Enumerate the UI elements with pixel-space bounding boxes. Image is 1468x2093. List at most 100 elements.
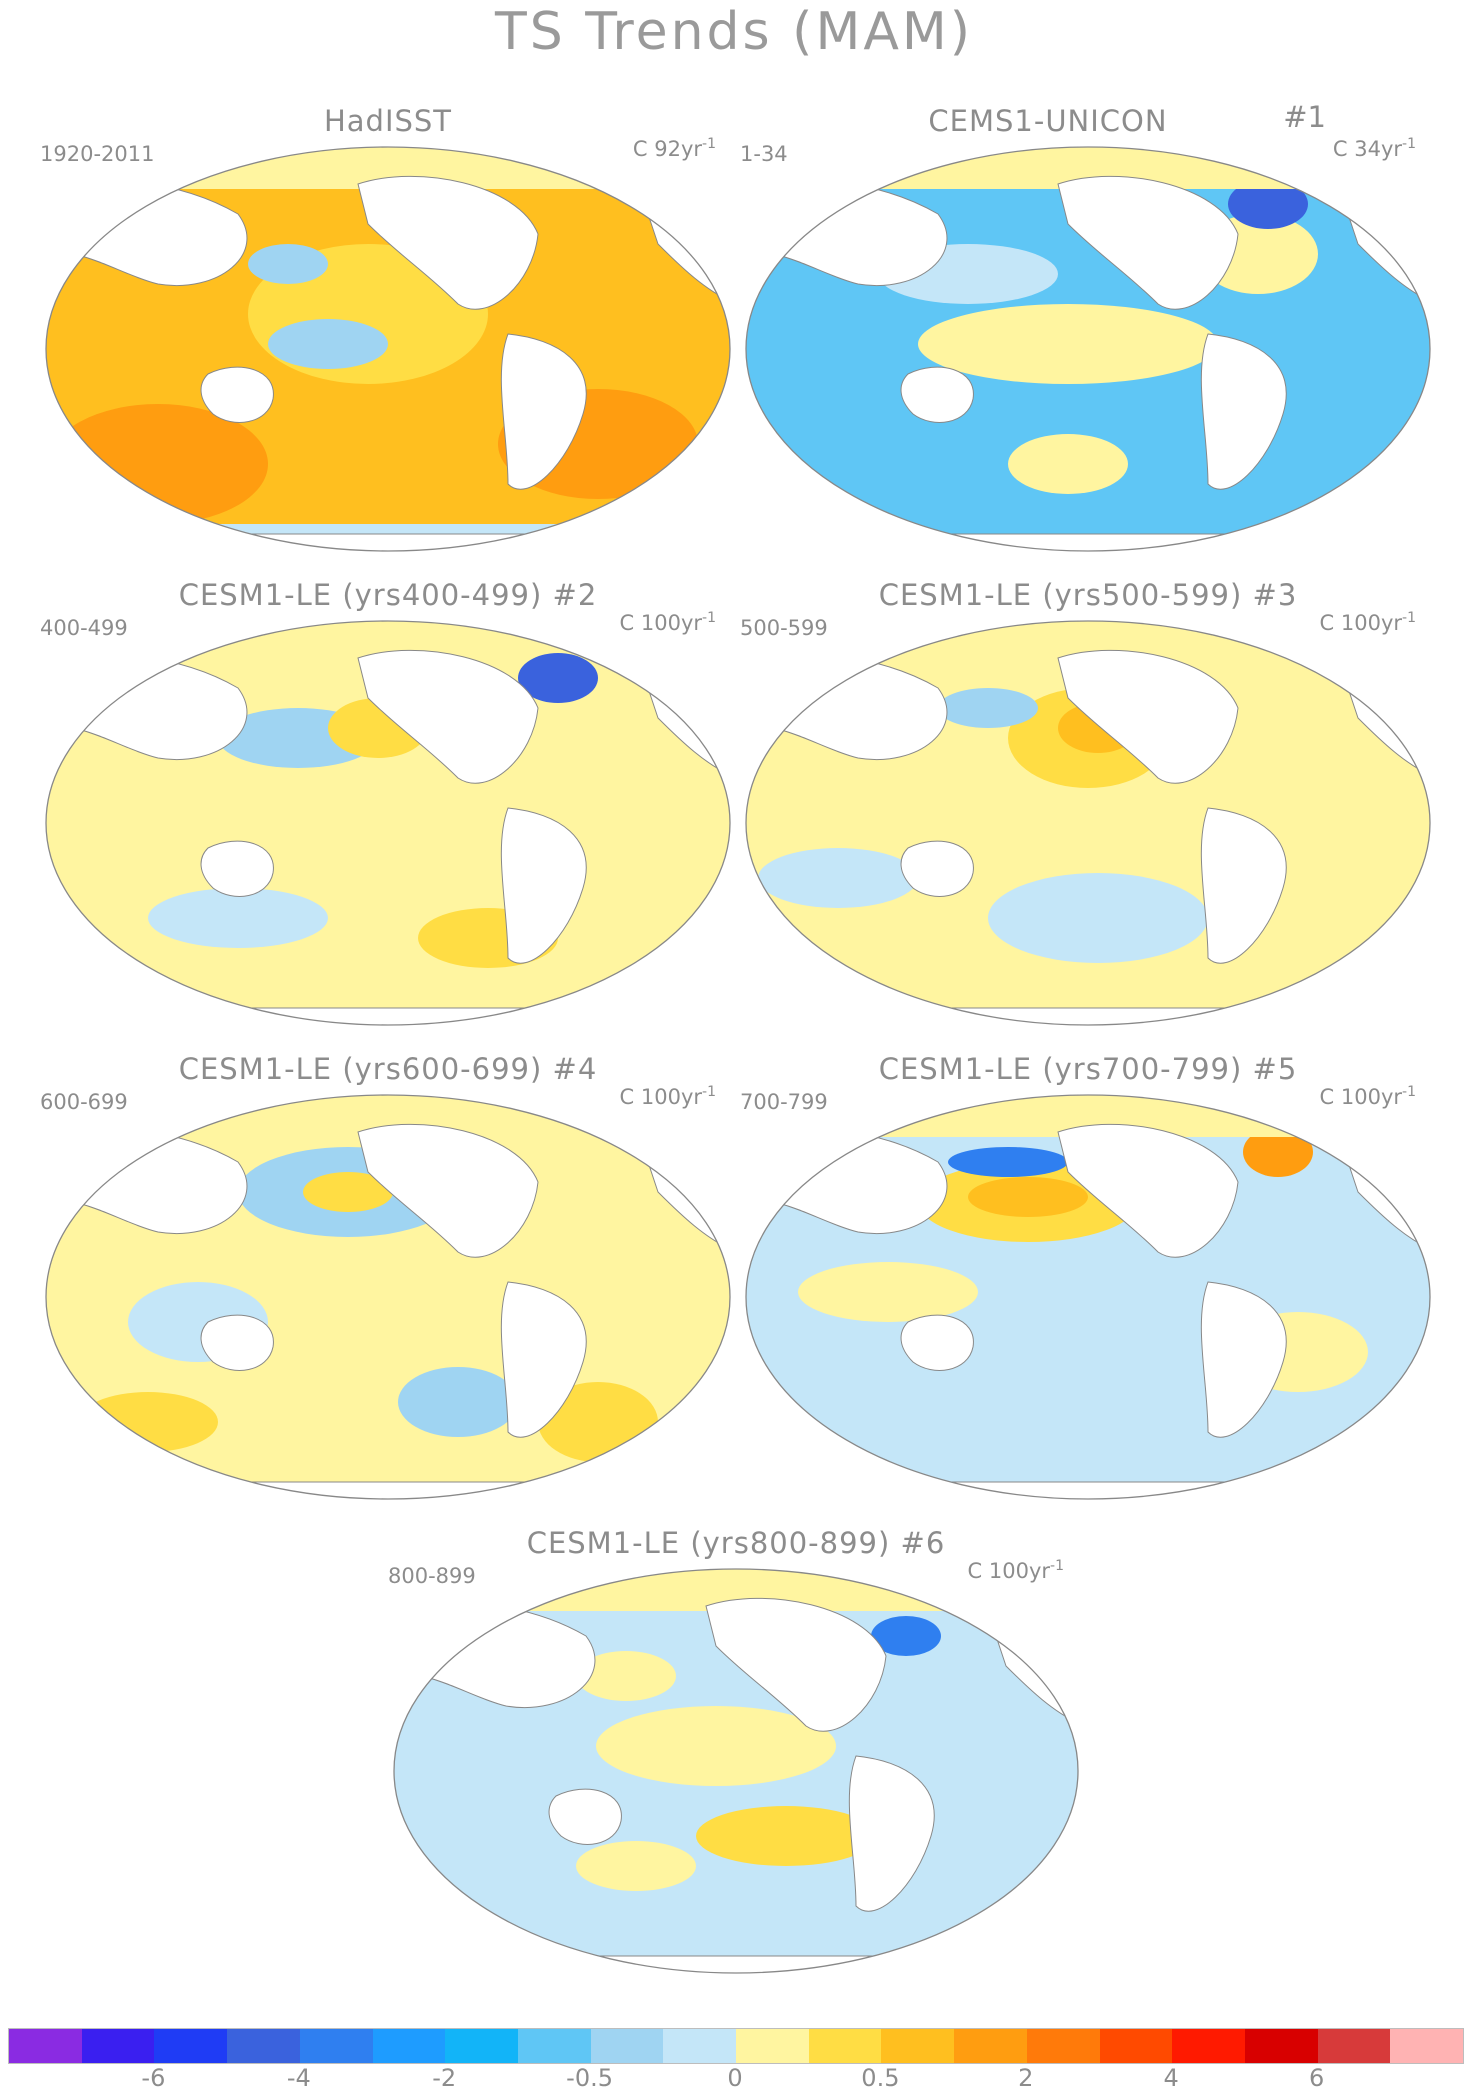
map-panel-cesm1-le-3: CESM1-LE (yrs500-599) #3 500-599 C 100yr… bbox=[738, 578, 1438, 1028]
warming-patch bbox=[1008, 434, 1128, 494]
warming-patch bbox=[576, 1841, 696, 1891]
land-south-america bbox=[1200, 333, 1287, 490]
map-panel-cesm1-le-5: CESM1-LE (yrs700-799) #5 700-799 C 100yr… bbox=[738, 1052, 1438, 1502]
panel-title: CESM1-LE (yrs500-599) #3 bbox=[878, 578, 1298, 612]
land-australia bbox=[200, 366, 274, 423]
panel-title: CESM1-LE (yrs800-899) #6 bbox=[526, 1526, 946, 1560]
warming-patch bbox=[576, 1651, 676, 1701]
warming-patch bbox=[78, 1392, 218, 1452]
panel-period: 1-34 bbox=[740, 142, 788, 166]
cooling-patch bbox=[871, 1616, 941, 1656]
map-boundary bbox=[393, 1568, 1079, 1974]
trend-map-cesm1-le-5 bbox=[745, 1094, 1431, 1500]
panel-period: 500-599 bbox=[740, 616, 828, 640]
warming-patch bbox=[968, 1177, 1088, 1217]
land-north-america bbox=[1057, 175, 1239, 310]
panel-units: C 100yr-1 bbox=[1319, 610, 1416, 635]
colorbar-swatch bbox=[881, 2029, 955, 2063]
colorbar-tick-label: -6 bbox=[141, 2064, 166, 2092]
map-panel-hadisst: HadISST 1920-2011 C 92yr-1 bbox=[38, 104, 738, 554]
panel-period: 1920-2011 bbox=[40, 142, 155, 166]
colorbar-swatch bbox=[517, 2029, 591, 2063]
cooling-patch bbox=[938, 688, 1038, 728]
colorbar bbox=[8, 2028, 1464, 2064]
panel-period: 800-899 bbox=[388, 1564, 476, 1588]
panel-title: CEMS1-UNICON bbox=[928, 104, 1168, 138]
panel-units: C 100yr-1 bbox=[619, 610, 716, 635]
map-panel-cesm1-le-4: CESM1-LE (yrs600-699) #4 600-699 C 100yr… bbox=[38, 1052, 738, 1502]
warming-patch bbox=[696, 1806, 876, 1866]
map-panel-cesm1-le-2: CESM1-LE (yrs400-499) #2 400-499 C 100yr… bbox=[38, 578, 738, 1028]
cooling-patch bbox=[948, 1147, 1068, 1177]
panel-number: #1 bbox=[1283, 100, 1326, 134]
colorbar-tick-label: -2 bbox=[432, 2064, 457, 2092]
trend-map-cems1-unicon bbox=[745, 146, 1431, 552]
colorbar-swatch bbox=[1390, 2029, 1464, 2063]
panel-title: CESM1-LE (yrs700-799) #5 bbox=[878, 1052, 1298, 1086]
map-boundary bbox=[45, 1094, 731, 1500]
warming-patch bbox=[798, 1262, 978, 1322]
map-panel-cesm1-le-6: CESM1-LE (yrs800-899) #6 800-899 C 100yr… bbox=[386, 1526, 1086, 1976]
map-boundary bbox=[745, 146, 1431, 552]
colorbar-swatch bbox=[81, 2029, 155, 2063]
colorbar-swatch bbox=[299, 2029, 373, 2063]
panel-period: 700-799 bbox=[740, 1090, 828, 1114]
trend-map-cesm1-le-3 bbox=[745, 620, 1431, 1026]
trend-map-cesm1-le-4 bbox=[45, 1094, 731, 1500]
land-australia bbox=[900, 840, 974, 897]
land-australia bbox=[548, 1788, 622, 1845]
colorbar-swatch bbox=[954, 2029, 1027, 2063]
colorbar-swatch bbox=[1317, 2029, 1391, 2063]
land-north-america bbox=[705, 1597, 887, 1732]
warming-band bbox=[918, 304, 1218, 384]
land-south-america bbox=[500, 1281, 587, 1438]
cooling-patch bbox=[268, 319, 388, 369]
panel-period: 600-699 bbox=[40, 1090, 128, 1114]
panel-units: C 100yr-1 bbox=[967, 1558, 1064, 1583]
panel-title: HadISST bbox=[323, 104, 453, 138]
colorbar-swatch bbox=[1099, 2029, 1173, 2063]
strong-cooling-patch bbox=[518, 653, 598, 703]
land-australia bbox=[900, 1314, 974, 1371]
map-panel-cems1-unicon: CEMS1-UNICON #1 1-34 C 34yr-1 bbox=[738, 100, 1438, 554]
strong-cooling-patch bbox=[1228, 179, 1308, 229]
colorbar-tick-label: 6 bbox=[1308, 2064, 1325, 2092]
land-north-america bbox=[357, 1123, 539, 1258]
colorbar-swatch bbox=[663, 2029, 737, 2063]
warming-patch bbox=[303, 1172, 393, 1212]
trend-map-hadisst bbox=[45, 146, 731, 552]
land-north-america bbox=[357, 175, 539, 310]
land-south-america bbox=[1200, 1281, 1287, 1438]
cooling-patch bbox=[148, 888, 328, 948]
cooling-patch bbox=[988, 873, 1208, 963]
trend-map-cesm1-le-2 bbox=[45, 620, 731, 1026]
panel-period: 400-499 bbox=[40, 616, 128, 640]
warming-patch bbox=[1243, 1127, 1313, 1177]
cooling-patch bbox=[758, 848, 918, 908]
land-australia bbox=[200, 840, 274, 897]
colorbar-swatch bbox=[372, 2029, 446, 2063]
land-south-america bbox=[1200, 807, 1287, 964]
map-boundary bbox=[45, 620, 731, 1026]
colorbar-swatch bbox=[227, 2029, 300, 2063]
panel-units: C 92yr-1 bbox=[632, 136, 716, 161]
panel-title: CESM1-LE (yrs600-699) #4 bbox=[178, 1052, 598, 1086]
trend-map-cesm1-le-6 bbox=[393, 1568, 1079, 1974]
land-north-america bbox=[1057, 649, 1239, 784]
colorbar-tick-label: 0.5 bbox=[861, 2064, 900, 2092]
land-australia bbox=[200, 1314, 274, 1371]
colorbar-swatch bbox=[590, 2029, 664, 2063]
colorbar-labels: -6 -4 -2 -0.5 0 0.5 2 4 6 bbox=[8, 2064, 1462, 2093]
colorbar-swatch bbox=[1172, 2029, 1245, 2063]
land-south-america bbox=[500, 807, 587, 964]
panel-units: C 100yr-1 bbox=[1319, 1084, 1416, 1109]
colorbar-swatch bbox=[9, 2029, 82, 2063]
land-australia bbox=[900, 366, 974, 423]
panel-units: C 34yr-1 bbox=[1332, 136, 1416, 161]
panel-units: C 100yr-1 bbox=[619, 1084, 716, 1109]
land-north-america bbox=[357, 649, 539, 784]
colorbar-tick-label: -0.5 bbox=[566, 2064, 614, 2092]
panel-title: CESM1-LE (yrs400-499) #2 bbox=[178, 578, 598, 612]
colorbar-tick-label: 0 bbox=[727, 2064, 743, 2092]
figure-title: TS Trends (MAM) bbox=[494, 2, 974, 62]
